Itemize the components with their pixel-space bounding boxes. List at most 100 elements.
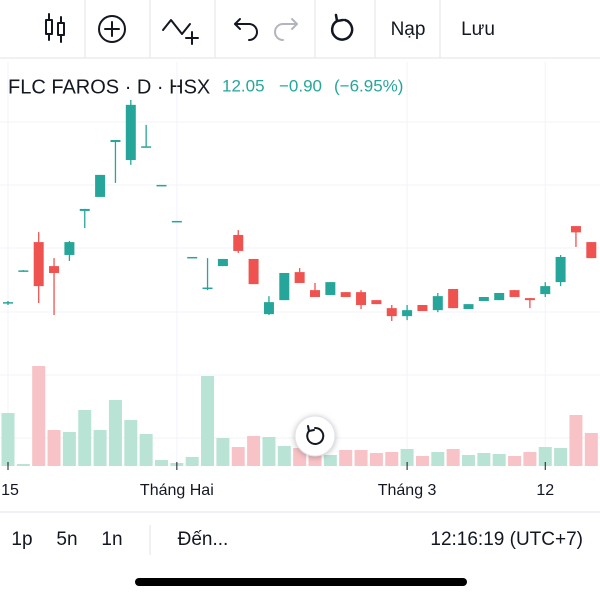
indicators-button[interactable]	[162, 19, 199, 45]
x-tick-label: Tháng Hai	[140, 482, 214, 499]
candle-body	[279, 272, 290, 301]
symbol-title: FLC FAROS · D · HSX	[8, 76, 210, 98]
candle-body	[110, 140, 121, 143]
candle-body	[570, 226, 581, 233]
candle-body	[340, 292, 351, 297]
volume-bar	[78, 410, 92, 466]
candle-body	[586, 242, 597, 259]
volume-bar	[569, 415, 583, 466]
x-tick-label: 12	[536, 482, 554, 499]
volume-bar	[415, 456, 429, 466]
interval-button[interactable]: 1p	[11, 529, 32, 550]
volume-bar	[446, 449, 460, 466]
volume-bar	[584, 433, 598, 466]
candle-body	[156, 184, 167, 187]
candle-body	[141, 146, 152, 148]
load-button[interactable]: Nạp	[391, 19, 426, 40]
candle-body	[509, 290, 520, 297]
candle-body	[263, 302, 274, 315]
volume-bar	[185, 457, 199, 466]
candle-body	[64, 242, 75, 255]
volume-bar	[369, 453, 383, 466]
candle-body	[248, 258, 259, 285]
last-price: 12.05	[222, 76, 265, 95]
price-change: −0.90	[279, 76, 322, 95]
candle-body	[33, 242, 44, 287]
candle-body	[463, 304, 474, 309]
reset-chart-button[interactable]	[294, 415, 336, 457]
volume-bar	[262, 437, 276, 466]
volume-bar	[47, 430, 61, 466]
candle-body	[325, 282, 336, 295]
candle-body	[402, 310, 413, 317]
grid	[0, 62, 600, 470]
candle-body	[202, 287, 213, 290]
volume-bar	[323, 455, 337, 466]
volume-bar	[385, 452, 399, 466]
candle-body	[18, 270, 29, 272]
clock: 12:16:19 (UTC+7)	[430, 529, 583, 550]
undo-button[interactable]	[234, 18, 258, 41]
candle-body	[417, 304, 428, 311]
candle-body	[386, 308, 397, 317]
candle-type-button[interactable]	[45, 13, 65, 43]
candle-body	[478, 296, 489, 301]
interval-button[interactable]: 5n	[56, 529, 77, 550]
candle-body	[432, 296, 443, 311]
save-button[interactable]: Lưu	[461, 19, 495, 40]
volume-bar	[139, 434, 153, 466]
footer: Đến... 12:16:19 (UTC+7) 1p 5n 1n	[11, 525, 583, 555]
candle-body	[494, 292, 505, 301]
toolbar: Nạp Lưu	[0, 0, 600, 59]
candle-body	[524, 298, 535, 301]
candle-body	[171, 220, 182, 223]
volume-bar	[201, 376, 215, 466]
candle-body	[217, 258, 228, 267]
candle-body	[555, 256, 566, 283]
volume-bar	[554, 448, 568, 466]
volume-bar	[508, 456, 522, 466]
volume-bar	[247, 436, 261, 466]
volume-bar	[108, 400, 122, 466]
candle-body	[371, 300, 382, 305]
volume-bar	[16, 464, 30, 466]
candle-body	[310, 290, 320, 297]
volume-bar	[155, 460, 168, 466]
volume-bar	[124, 420, 138, 466]
candle-body	[540, 286, 551, 295]
candle-body	[233, 234, 244, 251]
volume-bar	[339, 450, 353, 466]
volume-bar	[277, 446, 291, 466]
volume-bar	[62, 432, 76, 466]
interval-button[interactable]: 1n	[101, 529, 122, 550]
redo-button[interactable]	[274, 18, 298, 41]
candle-body	[294, 272, 305, 283]
volume-bar	[523, 452, 537, 466]
home-indicator	[135, 578, 467, 586]
price-change-pct: (−6.95%)	[334, 76, 403, 95]
volume-bar	[93, 430, 107, 466]
x-tick-label: Tháng 3	[378, 482, 437, 499]
volume-bar	[477, 453, 491, 466]
volume-bar	[492, 454, 506, 466]
volume-bar	[231, 447, 245, 466]
candle-body	[3, 302, 13, 304]
candle-body	[187, 256, 198, 259]
candle-body	[448, 288, 459, 309]
volume-bar	[462, 455, 475, 466]
volume-bar	[400, 449, 414, 466]
candle-body	[79, 208, 90, 211]
volume-bar	[216, 438, 230, 466]
volume-bar	[538, 447, 552, 466]
candle-body	[125, 104, 136, 161]
reset-button[interactable]	[330, 13, 354, 41]
candle-body	[95, 174, 106, 197]
volume-bar	[1, 413, 15, 466]
goto-date-button[interactable]: Đến...	[178, 529, 229, 550]
add-button[interactable]	[98, 15, 126, 43]
volume-bar	[431, 452, 445, 466]
volume-bar	[354, 450, 368, 466]
volume-bar	[32, 366, 46, 466]
candle-body	[356, 292, 367, 305]
